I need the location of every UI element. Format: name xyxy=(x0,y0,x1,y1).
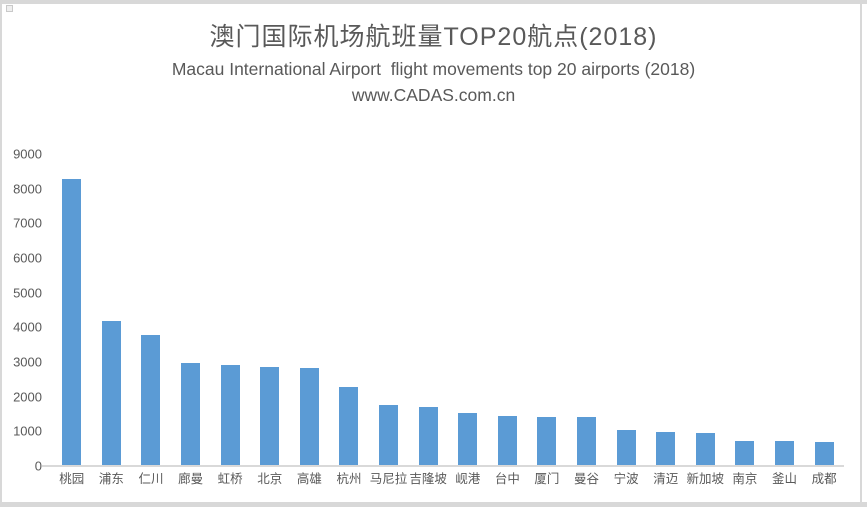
bar-新加坡 xyxy=(695,433,715,466)
bar-桃园 xyxy=(62,179,82,466)
bar-cell xyxy=(606,154,646,466)
x-axis-label: 新加坡 xyxy=(686,472,725,486)
x-axis-label: 廊曼 xyxy=(178,472,204,486)
y-axis-tick-label: 1000 xyxy=(13,423,42,439)
bar-厦门 xyxy=(537,416,557,466)
x-axis-label: 马尼拉 xyxy=(369,472,408,486)
chart-subtitle: Macau International Airport flight movem… xyxy=(171,59,696,79)
bar-cell xyxy=(765,154,805,466)
y-axis-tick-label: 4000 xyxy=(13,319,42,335)
bar-cell xyxy=(52,154,92,466)
y-axis-tick-label: 0 xyxy=(34,458,42,474)
bar-曼谷 xyxy=(577,417,597,466)
x-axis-label: 高雄 xyxy=(296,472,322,486)
bar-cell xyxy=(448,154,488,466)
x-axis-label: 釜山 xyxy=(771,472,797,486)
frame-top-edge xyxy=(0,0,867,4)
x-axis-label: 岘港 xyxy=(455,472,481,486)
bar-cell xyxy=(408,154,448,466)
bar-cell xyxy=(488,154,528,466)
bar-仁川 xyxy=(141,334,161,466)
x-axis-label: 浦东 xyxy=(98,472,124,486)
x-axis-label: 台中 xyxy=(494,472,520,486)
x-axis-labels: 桃园 浦东 仁川 廊曼 虹桥 北京 高雄 杭州 马尼拉 吉隆坡 岘港 台中 厦门 曼谷 宁波 清迈 新加坡 南京釜… xyxy=(52,471,844,488)
bar-cell xyxy=(725,154,765,466)
bar-cell xyxy=(290,154,330,466)
bar-cell xyxy=(686,154,726,466)
bar-cell xyxy=(567,154,607,466)
y-axis-tick-label: 9000 xyxy=(13,146,42,162)
x-axis-label: 桃园 xyxy=(59,472,85,486)
x-axis-label: 仁川 xyxy=(138,472,164,486)
x-axis-line xyxy=(42,465,844,467)
x-axis-label: 厦门 xyxy=(534,472,560,486)
bar-cell xyxy=(171,154,211,466)
x-axis-label: 南京 xyxy=(732,472,758,486)
corner-handle xyxy=(6,5,13,12)
bar-清迈 xyxy=(656,431,676,466)
bar-浦东 xyxy=(101,321,121,466)
bar-cell xyxy=(646,154,686,466)
y-axis-tick-label: 8000 xyxy=(13,181,42,197)
x-axis-label: 曼谷 xyxy=(574,472,600,486)
bar-岘港 xyxy=(458,412,478,466)
bar-cell xyxy=(329,154,369,466)
bar-马尼拉 xyxy=(379,404,399,466)
bar-杭州 xyxy=(339,386,359,466)
source-watermark: www.CADAS.com.cn xyxy=(351,85,516,105)
bar-北京 xyxy=(260,366,280,466)
chart-title: 澳门国际机场航班量TOP20航点(2018) xyxy=(209,23,658,51)
bar-cell xyxy=(369,154,409,466)
bar-宁波 xyxy=(616,429,636,466)
frame-bottom-edge xyxy=(0,502,867,507)
bar-cell xyxy=(804,154,844,466)
bar-成都 xyxy=(814,441,834,466)
x-axis-label: 吉隆坡 xyxy=(409,472,447,486)
bar-南京 xyxy=(735,441,755,466)
x-axis-label: 北京 xyxy=(257,472,283,486)
x-axis-label: 虹桥 xyxy=(217,472,243,486)
y-axis: 0 1000 2000 3000 4000 5000 6000 7000 8000 9000 xyxy=(4,148,42,473)
bar-cell xyxy=(210,154,250,466)
bar-cell xyxy=(527,154,567,466)
frame-right-edge xyxy=(860,0,862,507)
y-axis-tick-label: 3000 xyxy=(13,354,42,370)
bar-高雄 xyxy=(299,367,319,466)
bar-cell xyxy=(250,154,290,466)
bar-廊曼 xyxy=(181,363,201,466)
x-axis-label: 清迈 xyxy=(653,472,679,486)
bar-吉隆坡 xyxy=(418,407,438,466)
y-axis-tick-label: 7000 xyxy=(13,215,42,231)
bar-釜山 xyxy=(774,441,794,466)
bar-台中 xyxy=(497,415,517,466)
x-axis-label: 成都 xyxy=(811,472,837,486)
bar-cell xyxy=(92,154,132,466)
plot-area xyxy=(52,154,844,466)
bar-cell xyxy=(131,154,171,466)
frame-left-edge xyxy=(0,0,2,507)
x-axis-label: 宁波 xyxy=(613,472,639,486)
y-axis-tick-label: 2000 xyxy=(13,389,42,405)
x-axis-label: 杭州 xyxy=(336,472,362,486)
y-axis-tick-label: 6000 xyxy=(13,250,42,266)
y-axis-tick-label: 5000 xyxy=(13,285,42,301)
bar-虹桥 xyxy=(220,365,240,466)
